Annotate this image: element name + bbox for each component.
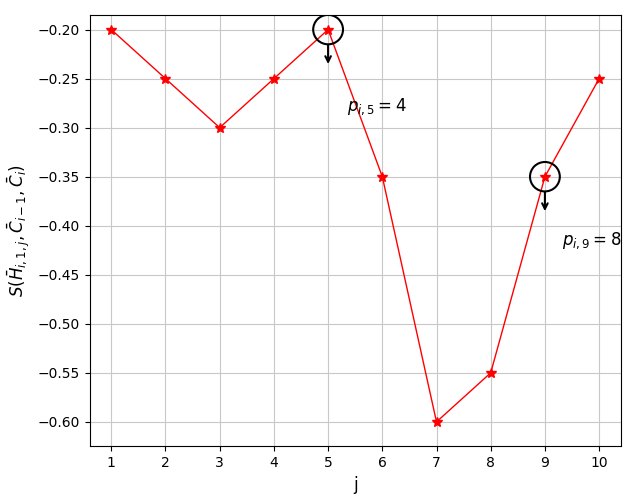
Text: $p_{i,9} = 8$: $p_{i,9} = 8$ bbox=[563, 231, 621, 251]
Text: $p_{i,5} = 4$: $p_{i,5} = 4$ bbox=[347, 96, 407, 117]
X-axis label: j: j bbox=[353, 476, 358, 494]
Y-axis label: $S(\bar{H}_{i,1,j}, \bar{C}_{i-1}, \bar{C}_i)$: $S(\bar{H}_{i,1,j}, \bar{C}_{i-1}, \bar{… bbox=[5, 164, 32, 297]
